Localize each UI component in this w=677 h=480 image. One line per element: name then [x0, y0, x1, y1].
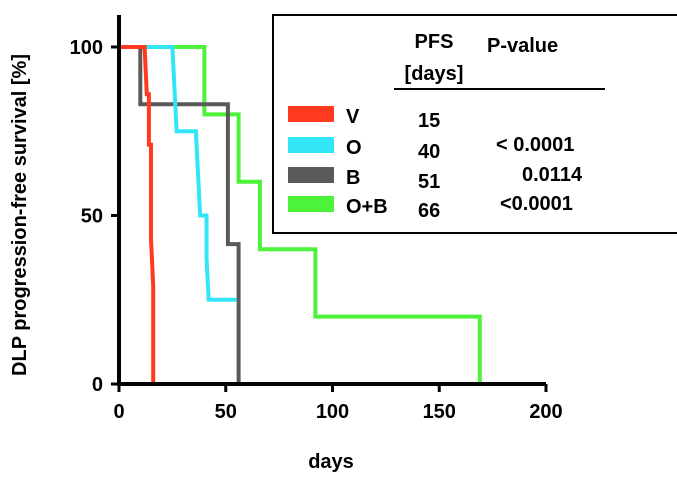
- legend-series-name: V: [346, 106, 360, 128]
- legend-series-name: O: [346, 137, 362, 159]
- legend-pfs-value: 40: [418, 141, 440, 163]
- legend-swatch: [288, 167, 334, 183]
- legend-pvalue: 0.0114: [522, 164, 583, 186]
- legend-pvalue: < 0.0001: [496, 134, 574, 156]
- y-tick-label: 0: [92, 374, 103, 396]
- legend-rows: V 15 O 40 < 0.0001 B 51 0.0114 O+B 66 <0.0001: [288, 106, 583, 222]
- legend-series-name: O+B: [346, 196, 388, 218]
- legend-header-pvalue: P-value: [487, 35, 558, 57]
- legend-swatch: [288, 137, 334, 153]
- x-axis-label: days: [308, 451, 354, 473]
- tick-layer: 0 50 100 150 200 0 50 100: [70, 37, 563, 423]
- series-line-o-b: [119, 45, 482, 384]
- x-tick-label: 150: [423, 401, 456, 423]
- y-tick-label: 100: [70, 37, 103, 59]
- legend-pfs-value: 66: [418, 200, 440, 222]
- x-tick-label: 100: [316, 401, 349, 423]
- legend-pvalue: <0.0001: [500, 193, 573, 215]
- legend-swatch: [288, 106, 334, 122]
- x-tick-label: 200: [529, 401, 562, 423]
- legend-swatch: [288, 196, 334, 212]
- x-tick-label: 50: [215, 401, 237, 423]
- series-line-o: [119, 45, 237, 302]
- series-line-b: [119, 45, 241, 384]
- legend-header-pfs-unit: [days]: [405, 63, 464, 85]
- legend-box: [272, 14, 677, 234]
- legend-pfs-value: 51: [418, 171, 440, 193]
- series-layer: [119, 45, 482, 384]
- x-tick-label: 0: [113, 401, 124, 423]
- legend-pfs-value: 15: [418, 110, 440, 132]
- legend-header-pfs: PFS: [415, 31, 454, 53]
- legend-series-name: B: [346, 167, 360, 189]
- series-line-v: [119, 45, 156, 384]
- y-axis-label: DLP progression-free survival [%]: [9, 54, 31, 376]
- y-tick-label: 50: [81, 206, 103, 228]
